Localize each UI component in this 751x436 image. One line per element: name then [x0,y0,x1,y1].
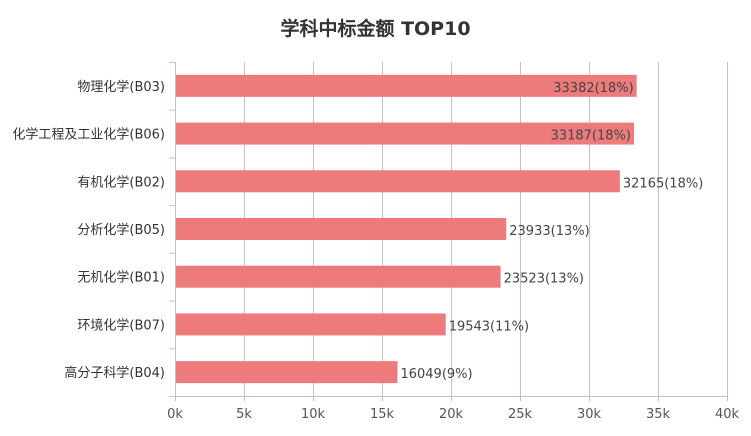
bar [176,122,634,145]
value-label: 16049(9%) [400,367,472,382]
category-label: 有机化学(B02) [77,174,165,190]
category-label: 无机化学(B01) [77,270,165,286]
x-tick-label: 15k [370,407,395,422]
bar [176,265,501,288]
value-label: 33382(18%) [553,81,633,96]
bar [176,74,637,97]
bar [176,170,620,193]
x-tick-label: 20k [439,407,464,422]
bar [176,313,446,336]
value-label: 23933(13%) [509,224,589,239]
category-label: 化学工程及工业化学(B06) [12,127,165,143]
bar [176,218,507,240]
category-label: 高分子科学(B04) [64,365,165,381]
x-tick-label: 0k [167,407,183,422]
category-label: 物理化学(B03) [77,79,165,95]
value-label: 33187(18%) [551,129,631,144]
x-tick-label: 30k [577,407,602,422]
category-label: 分析化学(B05) [77,222,165,238]
x-tick-label: 10k [301,407,326,422]
x-tick-label: 5k [236,407,252,422]
x-tick-label: 25k [508,407,533,422]
x-tick-label: 35k [646,407,671,422]
chart-title: 学科中标金额 TOP10 [280,18,471,40]
value-label: 19543(11%) [449,319,529,334]
bar [176,361,398,384]
value-label: 23523(13%) [504,272,584,287]
category-label: 环境化学(B07) [77,317,165,333]
value-label: 32165(18%) [623,176,703,191]
x-tick-label: 40k [715,407,740,422]
